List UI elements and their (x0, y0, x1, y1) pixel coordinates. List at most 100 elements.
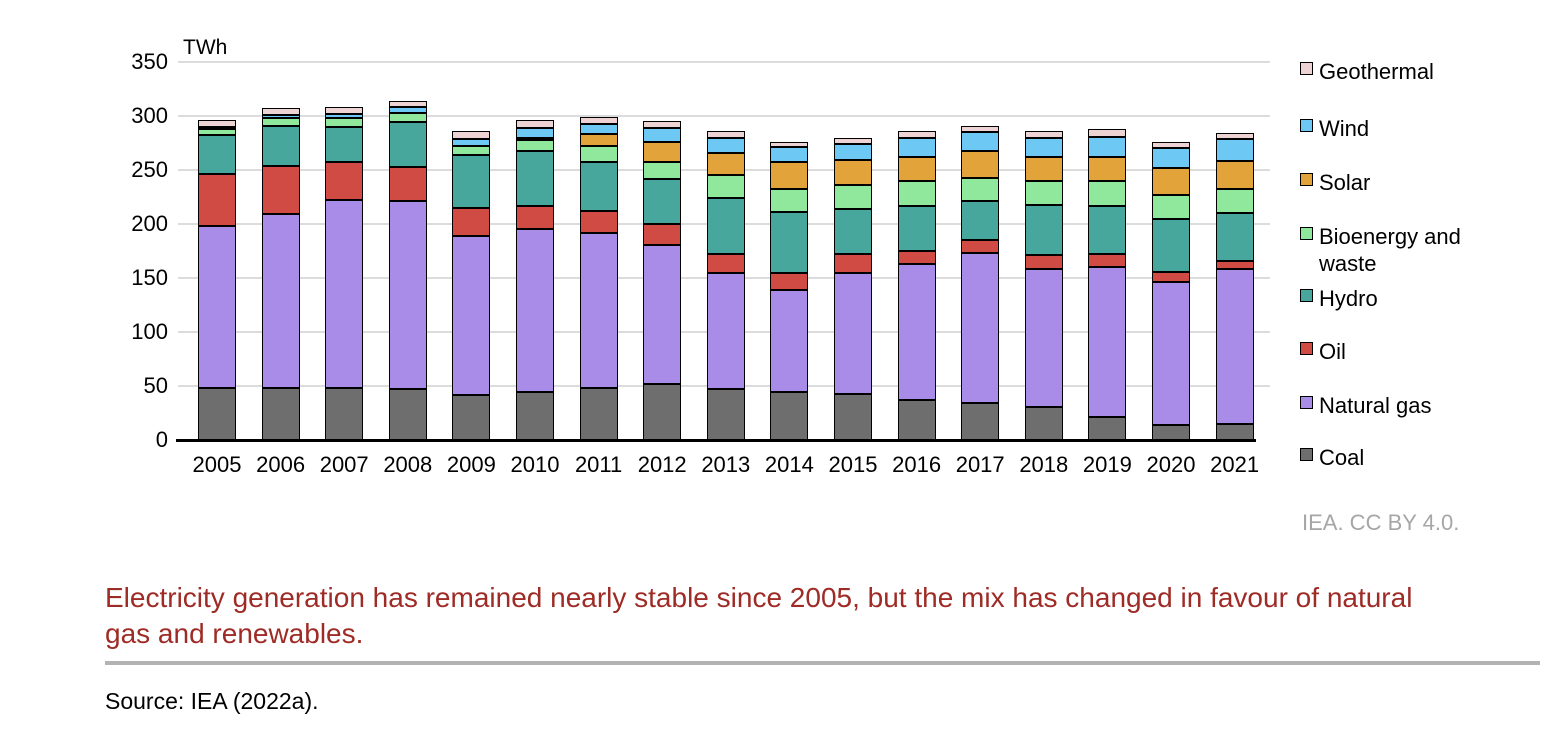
bar-2019-wind (1088, 136, 1127, 158)
bar-2009-oil (452, 207, 491, 236)
bar-2015-wind (834, 144, 872, 161)
x-tick-label-2020: 2020 (1146, 452, 1196, 477)
bar-2021-hydro (1215, 213, 1254, 261)
legend-label-wind: Wind (1319, 116, 1370, 141)
bar-2016-bioenergy-and-waste (897, 180, 936, 206)
bar-2015-coal (834, 393, 872, 440)
bar-2005-hydro (198, 135, 236, 175)
bar-2008-natural-gas (388, 201, 427, 390)
bar-2006-geothermal (261, 108, 300, 115)
x-tick-label-2011: 2011 (574, 452, 623, 477)
bar-2018-wind (1024, 137, 1063, 158)
legend-item-geothermal: Geothermal (1300, 58, 1530, 85)
bar-2008-hydro (388, 122, 427, 167)
bar-2011-geothermal (579, 117, 618, 124)
bar-2020-coal (1152, 424, 1190, 440)
divider-line (105, 661, 1540, 665)
bar-2021-natural-gas (1215, 269, 1254, 424)
bar-2020-wind (1152, 148, 1190, 168)
legend-label-natural-gas: Natural gas (1319, 393, 1432, 418)
bar-2011-wind (579, 123, 618, 135)
bar-2011-bioenergy-and-waste (579, 146, 618, 163)
bar-2012-wind (643, 127, 682, 142)
bar-2017-solar (961, 150, 1000, 178)
x-tick-label-2019: 2019 (1082, 452, 1132, 477)
bar-2011-oil (579, 211, 618, 233)
bar-2005-wind (198, 126, 236, 129)
bar-2019-solar (1088, 157, 1127, 181)
y-tick-label-100: 100 (131, 319, 168, 344)
bar-2017-coal (961, 403, 1000, 440)
bar-2017-natural-gas (961, 253, 1000, 404)
source-text: Source: IEA (2022a). (105, 688, 319, 714)
bar-2014-natural-gas (770, 289, 809, 393)
bar-2021-oil (1215, 260, 1254, 270)
bar-2009-coal (452, 394, 491, 440)
x-tick-label-2005: 2005 (192, 452, 242, 477)
bar-2010-solar (516, 137, 554, 140)
bar-2014-coal (770, 392, 809, 440)
x-tick-label-2015: 2015 (828, 452, 878, 477)
bar-2019-oil (1088, 254, 1127, 268)
bar-2008-geothermal (388, 100, 427, 108)
bar-2016-geothermal (897, 131, 936, 138)
bar-2015-natural-gas (834, 272, 872, 394)
bar-2017-bioenergy-and-waste (961, 177, 1000, 202)
x-tick-label-2009: 2009 (446, 452, 496, 477)
bar-2020-geothermal (1152, 141, 1190, 149)
y-tick-label-200: 200 (131, 211, 168, 236)
bar-2016-natural-gas (897, 263, 936, 401)
x-tick-label-2007: 2007 (319, 452, 369, 477)
bar-2011-natural-gas (579, 232, 618, 389)
bar-2006-bioenergy-and-waste (261, 118, 300, 126)
bar-2015-bioenergy-and-waste (834, 185, 872, 209)
legend-item-hydro: Hydro (1300, 285, 1530, 312)
x-tick-label-2017: 2017 (955, 452, 1005, 477)
bar-2005-natural-gas (198, 226, 236, 389)
bar-2019-coal (1088, 417, 1127, 440)
legend-label-solar: Solar (1319, 170, 1371, 195)
bar-2007-natural-gas (325, 200, 364, 389)
bar-2011-solar (579, 134, 618, 147)
bar-2009-geothermal (452, 131, 491, 139)
bar-2010-wind (516, 127, 554, 138)
bar-2006-hydro (261, 125, 300, 166)
bar-2016-oil (897, 251, 936, 264)
bar-2019-hydro (1088, 205, 1127, 255)
bar-2013-solar (706, 152, 745, 176)
stacked-bar-chart: TWh 0 50 100 150 200 250 300 350 2005 2006 2007 200… (131, 36, 1530, 477)
legend-swatch-oil (1300, 342, 1313, 355)
bar-2017-wind (961, 132, 1000, 151)
y-tick-label-50: 50 (143, 373, 168, 398)
bar-2007-oil (325, 162, 364, 201)
bar-2012-natural-gas (643, 244, 682, 384)
bar-2005-oil (198, 174, 236, 227)
gridline-300 (178, 115, 1270, 117)
legend-item-bioenergy-and-waste: Bioenergy and waste (1300, 223, 1530, 277)
bar-2006-coal (261, 388, 300, 440)
bar-2007-geothermal (325, 107, 364, 114)
bar-2015-solar (834, 160, 872, 186)
bar-2005-geothermal (198, 120, 236, 127)
bar-2017-geothermal (961, 125, 1000, 133)
figure-caption: Electricity generation has remained near… (105, 582, 1413, 649)
bar-2011-hydro (579, 162, 618, 212)
bar-2010-geothermal (516, 120, 554, 128)
bar-2008-wind (388, 107, 427, 113)
legend-label-geothermal: Geothermal (1319, 59, 1434, 84)
bar-2016-wind (897, 137, 936, 158)
y-tick-label-150: 150 (131, 265, 168, 290)
bar-2007-hydro (325, 126, 364, 163)
x-tick-label-2013: 2013 (701, 452, 751, 477)
y-tick-label-350: 350 (131, 49, 168, 74)
bar-2008-bioenergy-and-waste (388, 112, 427, 123)
legend-swatch-coal (1300, 448, 1313, 461)
bar-2014-geothermal (770, 141, 809, 148)
bar-2015-geothermal (834, 137, 872, 145)
bar-2005-coal (198, 388, 236, 440)
bar-2017-hydro (961, 201, 1000, 241)
legend-label-coal: Coal (1319, 445, 1365, 470)
x-tick-label-2008: 2008 (383, 452, 433, 477)
gridline-350 (178, 61, 1270, 63)
bar-2018-natural-gas (1024, 269, 1063, 407)
